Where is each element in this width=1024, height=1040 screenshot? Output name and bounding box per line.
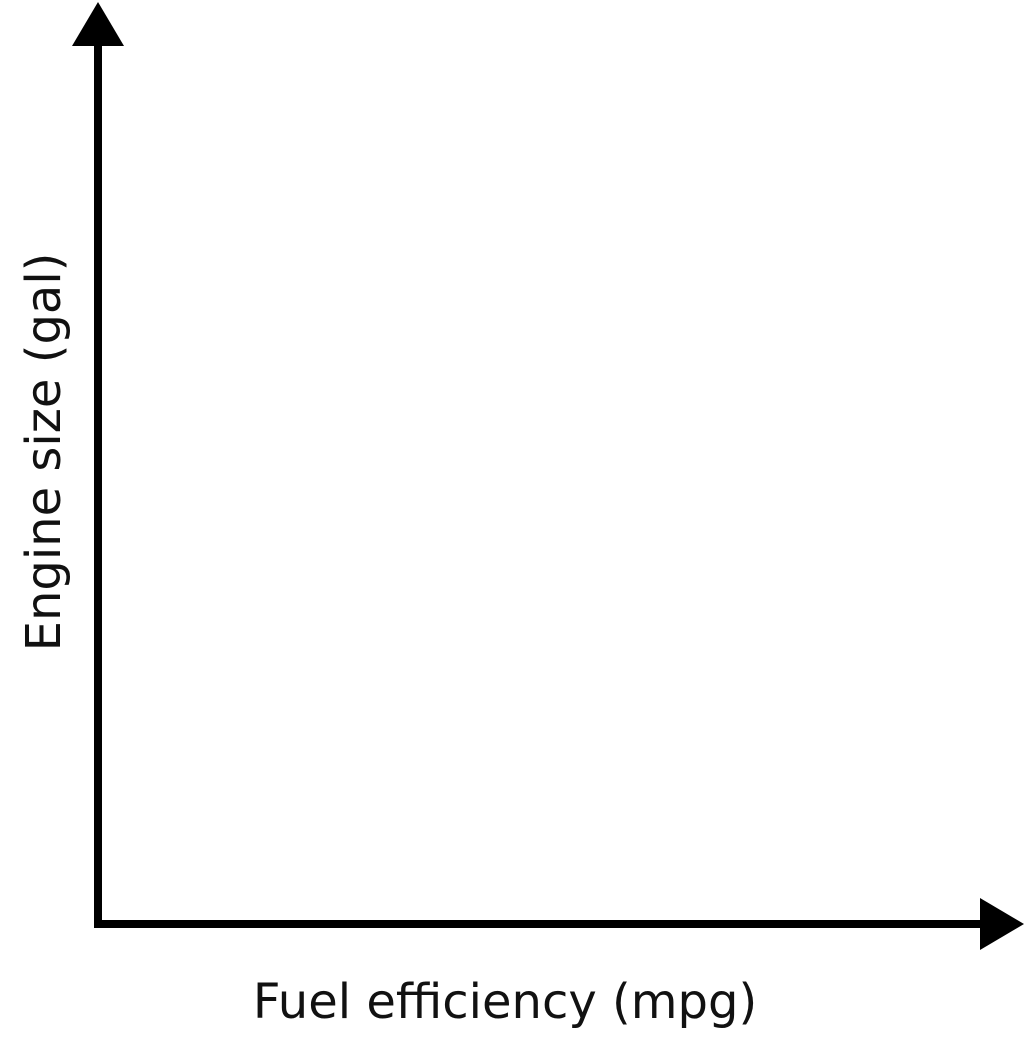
y-axis-arrowhead	[72, 2, 124, 46]
x-axis-arrowhead	[980, 898, 1024, 950]
x-axis-label: Fuel efficiency (mpg)	[253, 974, 757, 1030]
y-axis-label: Engine size (gal)	[16, 253, 72, 652]
